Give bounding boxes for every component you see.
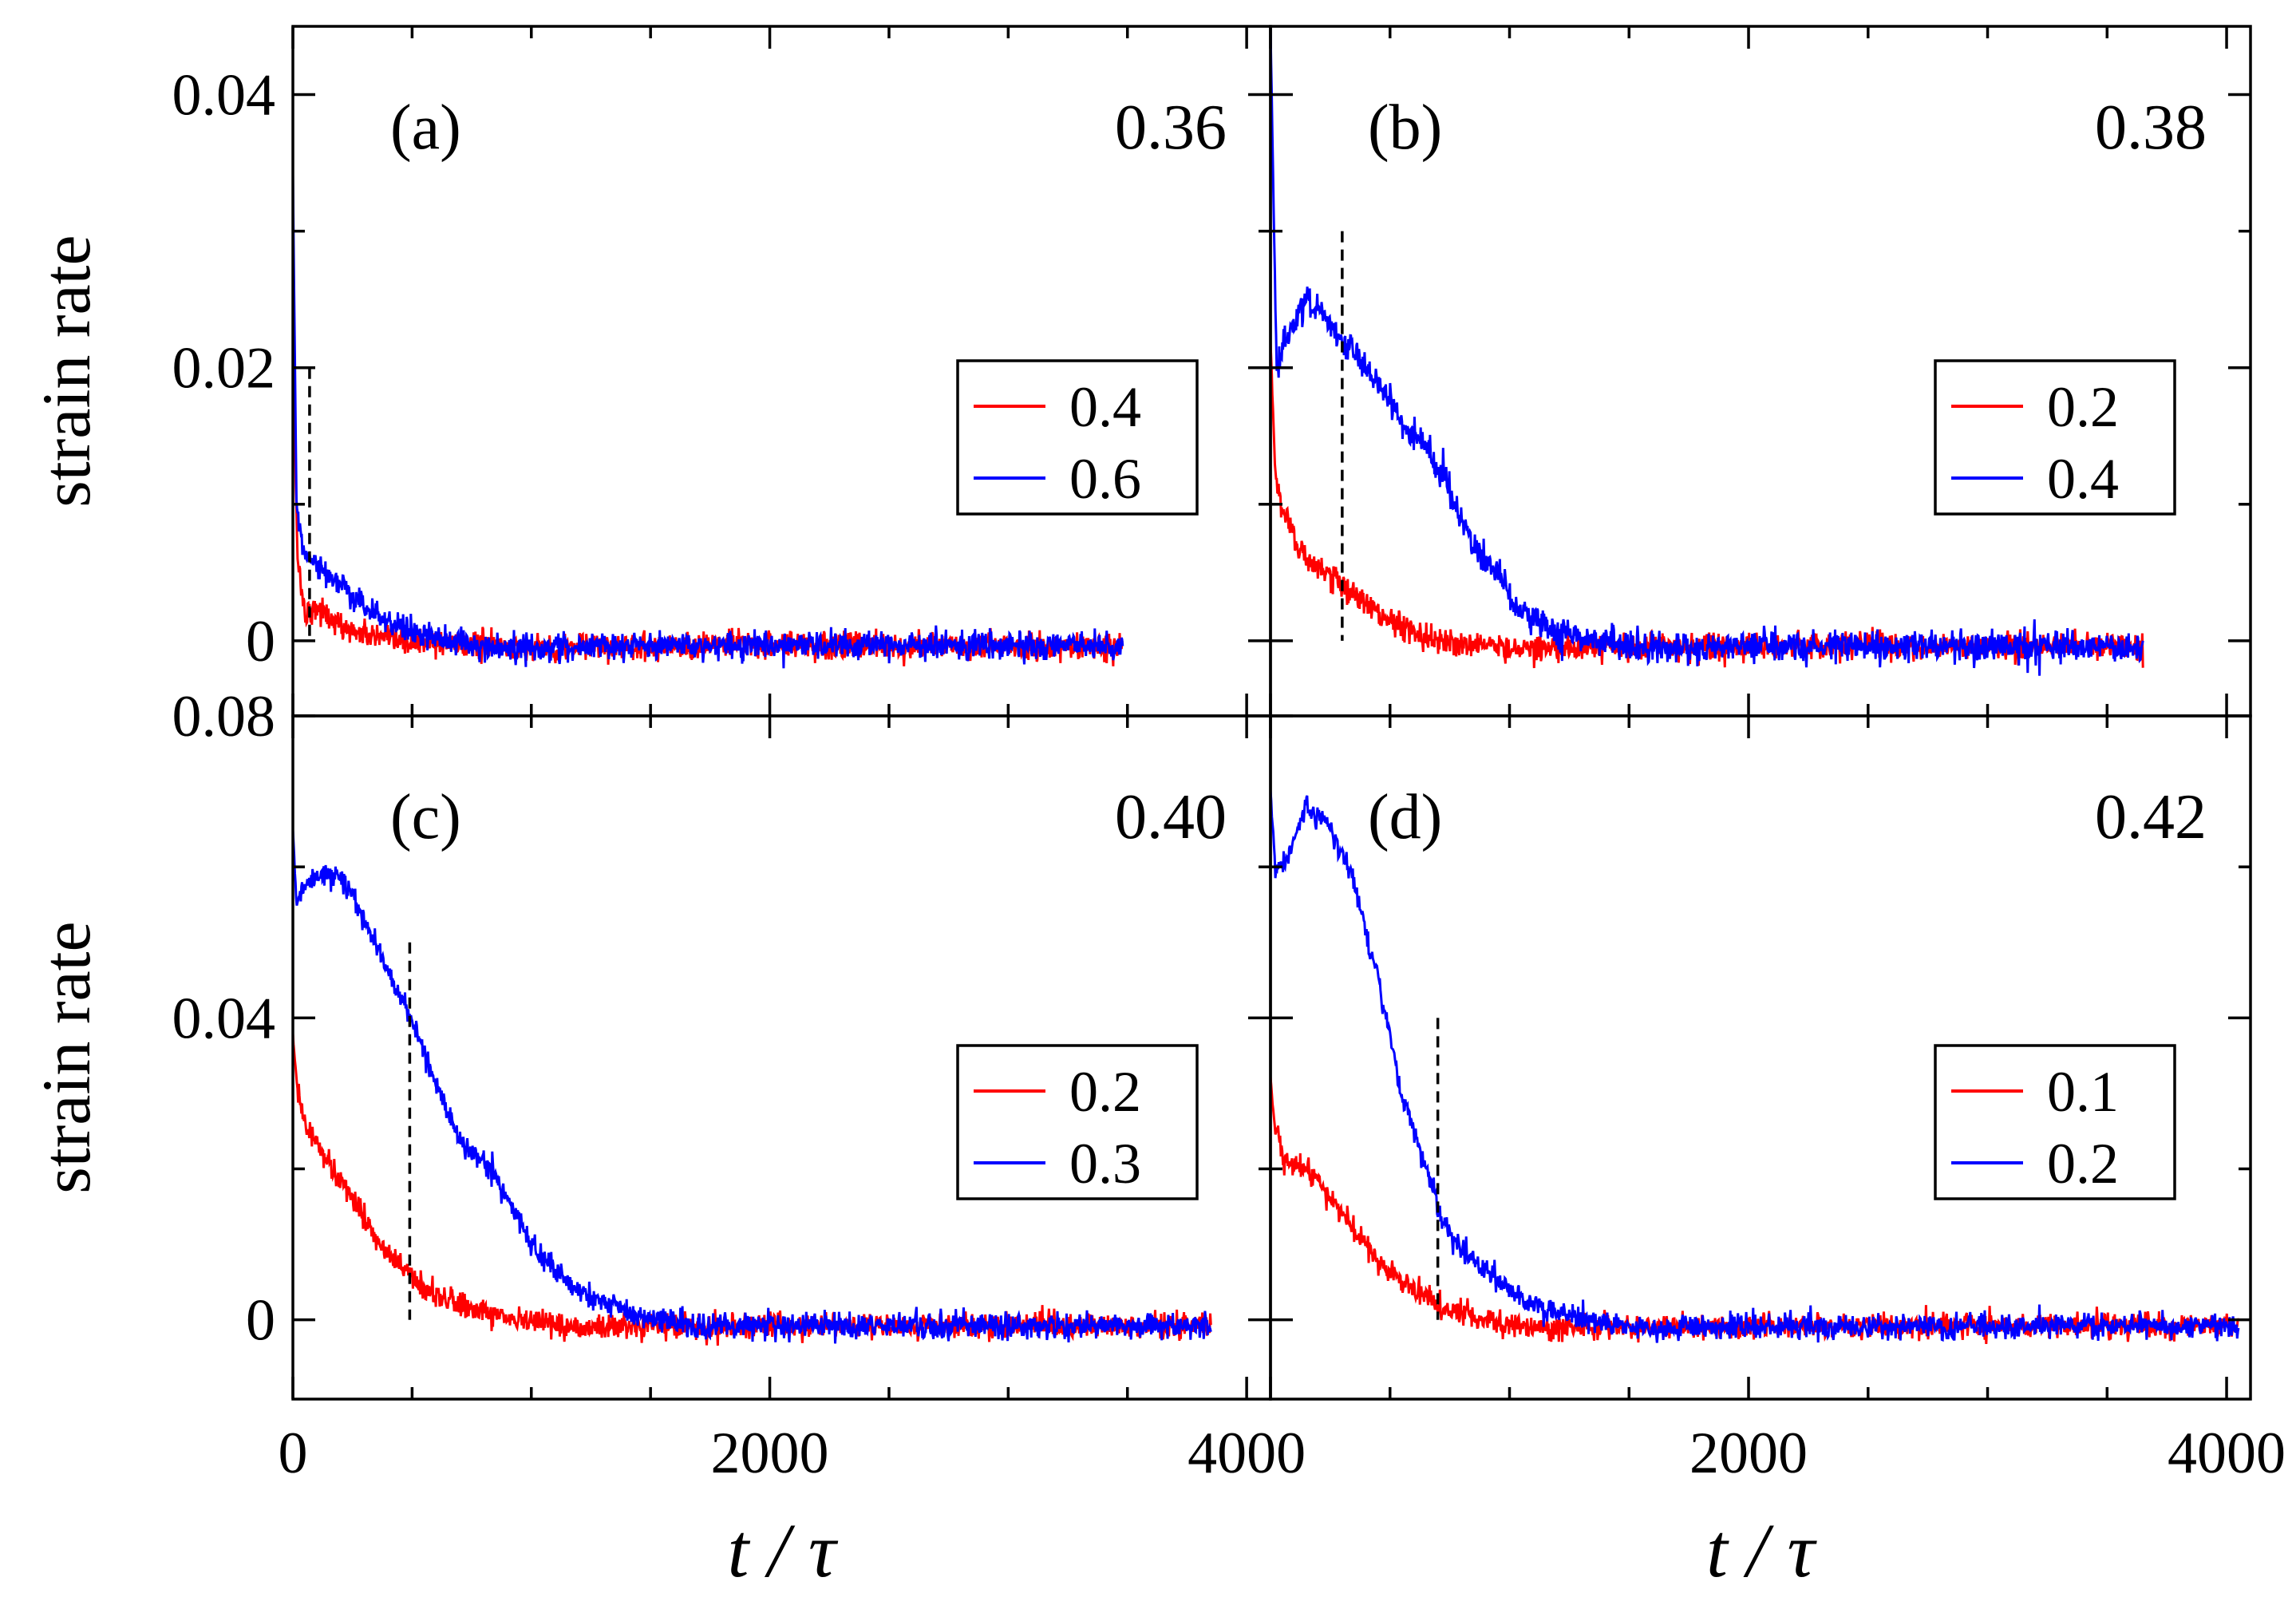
- series-line-0.2: [1271, 789, 2240, 1343]
- packing-fraction-label: 0.36: [1115, 93, 1227, 163]
- packing-fraction-label: 0.38: [2095, 93, 2207, 163]
- panel-label: (b): [1368, 93, 1442, 163]
- plot-frame: [1269, 714, 2252, 1401]
- x-axis-title: t / τ: [1706, 1508, 1817, 1593]
- y-tick-label: 0: [246, 609, 275, 674]
- x-tick-label: 2000: [711, 1421, 829, 1486]
- legend-entry: 0.6: [1069, 447, 1141, 511]
- legend-entry: 0.3: [1069, 1132, 1141, 1196]
- legend-box: [956, 1044, 1199, 1200]
- y-tick-label: 0.02: [172, 336, 276, 401]
- panel-label: (d): [1368, 782, 1442, 852]
- legend-box: [956, 359, 1199, 516]
- legend-entry: 0.4: [1069, 375, 1141, 439]
- panel-label: (a): [390, 93, 461, 163]
- y-tick-label: 0.04: [172, 986, 276, 1051]
- legend-box: [1934, 1044, 2176, 1200]
- legend: 0.20.3: [956, 1044, 1199, 1200]
- y-tick-label: 0: [246, 1288, 275, 1354]
- series-line-0.6: [293, 174, 1124, 669]
- legend: 0.10.2: [1934, 1044, 2176, 1200]
- legend: 0.40.6: [956, 359, 1199, 516]
- legend-box: [1934, 359, 2176, 516]
- panel-b: (b) 0.380.20.4: [1269, 25, 2252, 718]
- packing-fraction-label: 0.40: [1115, 782, 1227, 852]
- x-tick-label: 0: [279, 1421, 308, 1486]
- legend-entry: 0.2: [2047, 375, 2119, 439]
- x-axis-title: t / τ: [728, 1508, 839, 1593]
- panel-label: (c): [390, 782, 461, 852]
- x-tick-label: 2000: [1689, 1421, 1808, 1486]
- y-axis-title: strain rate: [28, 235, 105, 507]
- series-line-0.4: [293, 366, 1124, 666]
- packing-fraction-label: 0.42: [2095, 782, 2207, 852]
- series-line-0.4: [1271, 27, 2144, 676]
- legend-entry: 0.1: [2047, 1060, 2119, 1124]
- y-tick-label: 0.04: [172, 63, 276, 128]
- legend-entry: 0.2: [1069, 1060, 1141, 1124]
- series-line-0.3: [293, 829, 1212, 1344]
- y-axis-title: strain rate: [28, 921, 105, 1193]
- legend-entry: 0.4: [2047, 447, 2119, 511]
- y-tick-label: 0.08: [172, 684, 276, 749]
- legend: 0.20.4: [1934, 359, 2176, 516]
- x-tick-label: 4000: [1188, 1421, 1306, 1486]
- x-tick-label: 4000: [2168, 1421, 2286, 1486]
- panel-d: 2000 4000(d) 0.420.10.2t / τ: [1269, 714, 2286, 1593]
- legend-entry: 0.2: [2047, 1132, 2119, 1196]
